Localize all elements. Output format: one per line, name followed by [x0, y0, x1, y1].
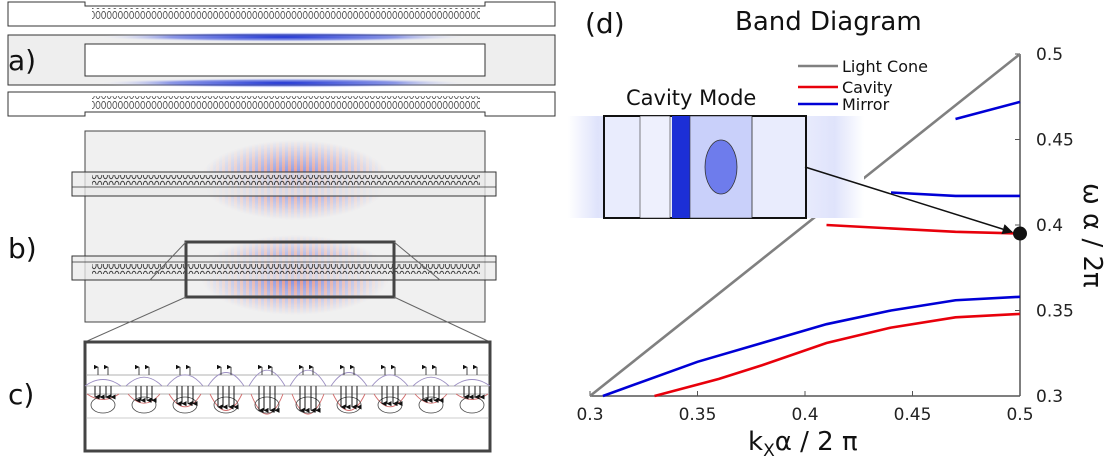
- mode-glow-bottom: [93, 78, 473, 88]
- legend-label-mirror: Mirror: [842, 95, 890, 114]
- y-tick-label: 0.4: [1036, 216, 1063, 236]
- zoom-view: [83, 340, 492, 453]
- series-line-cavity-3: [826, 223, 1021, 235]
- x-tick-label: 0.5: [1006, 405, 1033, 425]
- series-line-light-cone: [589, 52, 1021, 398]
- series-line-mirror: [602, 295, 1021, 398]
- inset-arrow: [804, 166, 1014, 235]
- zoom-line-left: [84, 296, 187, 343]
- panel-label-d: (d): [585, 7, 625, 40]
- unit-cells: [84, 364, 491, 415]
- panel-label-c: c): [8, 378, 34, 411]
- y-axis-label: ω α / 2π: [1077, 183, 1105, 288]
- legend-label-light-cone: Light Cone: [842, 57, 928, 76]
- panel-d: (d) Band Diagram 0.3 0.35 0.4 0.45 0.50.30.3…: [568, 7, 1105, 461]
- inset-hole: [704, 139, 738, 195]
- zoom-box: [184, 240, 396, 299]
- hole-array-b-lower: [92, 264, 480, 274]
- y-tick-label: 0.35: [1036, 302, 1074, 322]
- y-tick-label: 0.3: [1036, 387, 1063, 407]
- unit-cell: [371, 364, 409, 414]
- zoom-line-right: [393, 296, 491, 343]
- unit-cell: [453, 364, 491, 414]
- x-tick-label: 0.4: [791, 405, 818, 425]
- unit-cell: [412, 364, 450, 414]
- x-axis-label: kXα / 2 π: [748, 427, 858, 461]
- chart-title: Band Diagram: [735, 7, 922, 37]
- legend-label-cavity: Cavity: [842, 78, 893, 97]
- inset-title: Cavity Mode: [626, 86, 756, 110]
- hole-array-b-upper: [92, 175, 480, 185]
- axis-ticks: 0.3 0.35 0.4 0.45 0.50.30.350.40.450.5: [576, 45, 1073, 425]
- panel-label-b: b): [8, 232, 37, 265]
- hole-array-top: [92, 8, 480, 21]
- x-tick-label: 0.35: [679, 405, 717, 425]
- unit-cell: [330, 364, 368, 414]
- series-line-cavity: [654, 312, 1021, 398]
- cavity-mode-inset: Cavity Mode: [568, 86, 1014, 235]
- unit-cell: [289, 364, 327, 415]
- cavity-mode-marker: [1013, 226, 1027, 241]
- unit-cell: [125, 364, 163, 414]
- mode-glow-top: [93, 32, 473, 42]
- series-line-mirror-5: [955, 100, 1021, 121]
- unit-cell: [166, 364, 204, 414]
- series-lines: [589, 52, 1021, 398]
- y-tick-label: 0.45: [1036, 131, 1074, 151]
- legend: Light Cone Cavity Mirror: [798, 57, 928, 114]
- hole-array-bottom: [92, 96, 480, 109]
- unit-cell: [207, 364, 245, 414]
- slab-window: [84, 43, 486, 77]
- panel-b: b): [8, 130, 497, 343]
- series-line-mirror-4: [890, 191, 1020, 198]
- x-tick-label: 0.3: [576, 405, 603, 425]
- y-tick-label: 0.5: [1036, 45, 1063, 65]
- panel-label-a: a): [8, 44, 36, 77]
- unit-cell: [248, 364, 286, 415]
- x-tick-label: 0.45: [894, 405, 932, 425]
- panel-c: c): [8, 340, 492, 453]
- unit-cell: [84, 364, 122, 414]
- panel-a: a): [7, 1, 556, 117]
- inset-field-band: [672, 116, 690, 218]
